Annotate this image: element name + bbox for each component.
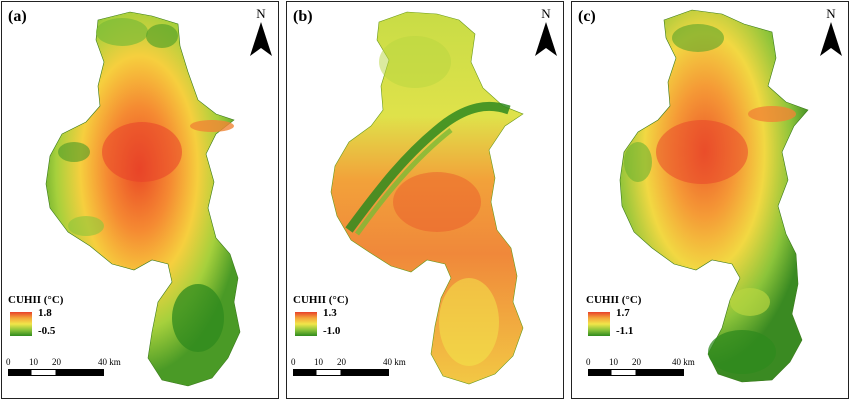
legend-color-ramp [10,312,32,336]
map-b [330,11,524,385]
scale-tick: 10 [29,357,38,367]
north-arrow-icon [820,22,842,56]
scale-tick: 10 [314,357,323,367]
legend-title: CUHII (°C) [293,294,349,306]
legend-color-ramp [588,312,610,336]
scale-bar-graphic [8,369,104,376]
legend-max-value: 1.8 [38,307,52,319]
scale-bar: 0 10 20 40 km [6,357,121,379]
scale-tick: 40 km [98,357,121,367]
north-letter: N [256,6,266,21]
scale-tick: 20 [52,357,61,367]
scale-tick: 0 [6,357,11,367]
north-arrow-icon [250,22,272,56]
map-c [619,9,809,383]
legend-min-value: -0.5 [38,325,56,337]
scale-tick: 0 [586,357,591,367]
north-arrow: N [531,6,561,63]
region-outline-c [619,9,809,383]
legend-color-ramp [295,312,317,336]
legend-min-value: -1.1 [616,325,634,337]
map-panel-a: (a) N CUHII (°C) 1.8 -0.5 0 10 20 40 km [1,1,279,399]
scale-bar: 0 10 20 40 km [586,357,695,379]
legend-title: CUHII (°C) [8,294,64,306]
north-arrow: N [246,6,276,63]
map-a [45,11,241,387]
scale-tick: 40 km [672,357,695,367]
north-letter: N [541,6,551,21]
legend-title: CUHII (°C) [586,294,642,306]
scale-tick: 0 [291,357,296,367]
scale-tick: 20 [337,357,346,367]
panel-label: (c) [578,8,596,25]
panel-label: (b) [293,8,313,25]
scale-bar-graphic [588,369,684,376]
scale-bar-graphic [293,369,389,376]
legend-max-value: 1.7 [616,307,630,319]
north-letter: N [826,6,836,21]
scale-tick: 20 [632,357,641,367]
north-arrow: N [816,6,846,63]
legend-max-value: 1.3 [323,307,337,319]
panel-label: (a) [8,8,27,25]
scale-tick: 10 [609,357,618,367]
legend-min-value: -1.0 [323,325,341,337]
map-panel-c: (c) N CUHII (°C) 1.7 -1.1 0 10 20 40 km [571,1,849,399]
scale-tick: 40 km [383,357,406,367]
north-arrow-icon [535,22,557,56]
scale-bar: 0 10 20 40 km [291,357,406,379]
map-panel-b: (b) N CUHII (°C) 1.3 -1.0 0 10 20 40 km [286,1,564,399]
